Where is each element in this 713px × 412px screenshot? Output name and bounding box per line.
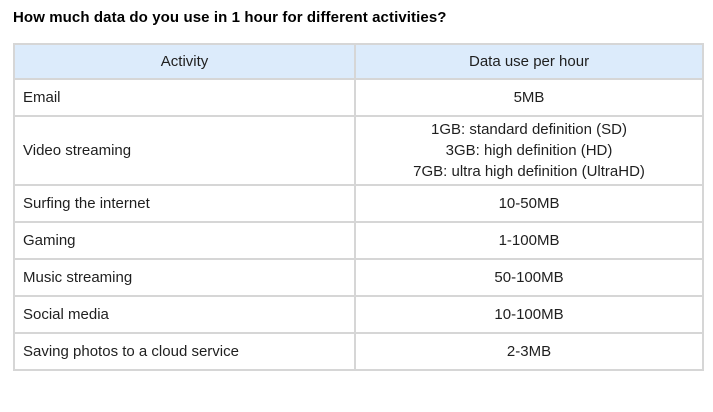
value-cell: 5MB	[354, 78, 704, 117]
value-cell: 50-100MB	[354, 258, 704, 297]
page-title: How much data do you use in 1 hour for d…	[13, 9, 447, 26]
activity-cell: Video streaming	[12, 115, 357, 186]
table-row-music-streaming: Music streaming 50-100MB	[12, 258, 704, 297]
activity-cell: Surfing the internet	[12, 184, 357, 223]
table-row-gaming: Gaming 1-100MB	[12, 221, 704, 260]
activity-cell: Gaming	[12, 221, 357, 260]
column-header-activity: Activity	[12, 43, 357, 80]
table-row-cloud-photos: Saving photos to a cloud service 2-3MB	[12, 332, 704, 371]
value-cell: 10-50MB	[354, 184, 704, 223]
activity-cell: Music streaming	[12, 258, 357, 297]
activity-cell: Email	[12, 78, 357, 117]
table-row-social-media: Social media 10-100MB	[12, 295, 704, 334]
activity-cell: Saving photos to a cloud service	[12, 332, 357, 371]
value-cell: 10-100MB	[354, 295, 704, 334]
activity-cell: Social media	[12, 295, 357, 334]
table-row-email: Email 5MB	[12, 78, 704, 117]
value-cell: 1-100MB	[354, 221, 704, 260]
column-header-data-use: Data use per hour	[354, 43, 704, 80]
page: How much data do you use in 1 hour for d…	[0, 9, 713, 371]
value-cell: 1GB: standard definition (SD) 3GB: high …	[354, 115, 704, 186]
table-row-video-streaming: Video streaming 1GB: standard definition…	[12, 115, 704, 186]
data-usage-table: Activity Data use per hour Email 5MB Vid…	[12, 43, 704, 371]
value-line-sd: 1GB: standard definition (SD)	[431, 121, 627, 138]
value-cell: 2-3MB	[354, 332, 704, 371]
value-line-hd: 3GB: high definition (HD)	[445, 142, 613, 159]
table-header-row: Activity Data use per hour	[12, 43, 704, 80]
table-row-surfing: Surfing the internet 10-50MB	[12, 184, 704, 223]
value-line-ultrahd: 7GB: ultra high definition (UltraHD)	[413, 163, 645, 180]
